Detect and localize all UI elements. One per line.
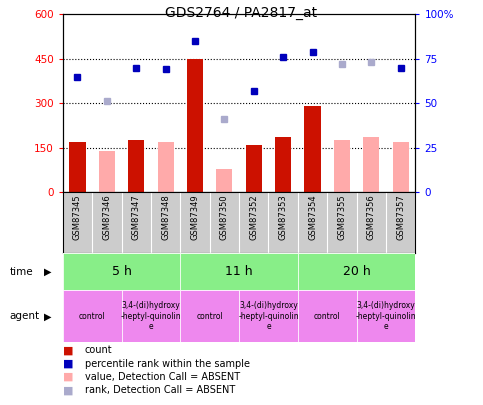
Text: 11 h: 11 h: [225, 265, 253, 278]
Bar: [70, 142, 85, 192]
Text: agent: agent: [10, 311, 40, 321]
Text: value, Detection Call = ABSENT: value, Detection Call = ABSENT: [85, 372, 240, 382]
Bar: [298, 290, 356, 342]
Bar: [239, 290, 298, 342]
Text: GSM87355: GSM87355: [338, 194, 346, 240]
Text: count: count: [85, 345, 112, 355]
Text: control: control: [196, 312, 223, 321]
Bar: [298, 253, 415, 290]
Text: GDS2764 / PA2817_at: GDS2764 / PA2817_at: [166, 6, 317, 20]
Text: GSM87356: GSM87356: [367, 194, 376, 240]
Bar: [334, 141, 350, 192]
Text: GSM87352: GSM87352: [249, 194, 258, 240]
Bar: [180, 253, 298, 290]
Bar: [157, 142, 174, 192]
Text: GSM87349: GSM87349: [190, 194, 199, 240]
Text: GSM87350: GSM87350: [220, 194, 229, 240]
Text: ▶: ▶: [43, 311, 51, 321]
Text: GSM87346: GSM87346: [102, 194, 112, 240]
Bar: [99, 151, 115, 192]
Bar: [187, 59, 203, 192]
Text: control: control: [314, 312, 341, 321]
Text: 3,4-(di)hydroxy
-heptyl-quinolin
e: 3,4-(di)hydroxy -heptyl-quinolin e: [355, 301, 416, 331]
Text: 5 h: 5 h: [112, 265, 131, 278]
Bar: [63, 253, 180, 290]
Text: ■: ■: [63, 359, 73, 369]
Text: 3,4-(di)hydroxy
-heptyl-quinolin
e: 3,4-(di)hydroxy -heptyl-quinolin e: [121, 301, 181, 331]
Text: GSM87357: GSM87357: [396, 194, 405, 240]
Text: ■: ■: [63, 372, 73, 382]
Text: GSM87345: GSM87345: [73, 194, 82, 240]
Text: 20 h: 20 h: [343, 265, 370, 278]
Bar: [216, 168, 232, 192]
Bar: [275, 137, 291, 192]
Bar: [180, 290, 239, 342]
Text: rank, Detection Call = ABSENT: rank, Detection Call = ABSENT: [85, 386, 235, 395]
Text: ▶: ▶: [43, 267, 51, 277]
Text: ■: ■: [63, 386, 73, 395]
Text: GSM87353: GSM87353: [279, 194, 288, 240]
Text: control: control: [79, 312, 106, 321]
Text: time: time: [10, 267, 33, 277]
Text: 3,4-(di)hydroxy
-heptyl-quinolin
e: 3,4-(di)hydroxy -heptyl-quinolin e: [238, 301, 299, 331]
Bar: [122, 290, 180, 342]
Bar: [393, 142, 409, 192]
Bar: [363, 137, 379, 192]
Text: GSM87348: GSM87348: [161, 194, 170, 240]
Text: ■: ■: [63, 345, 73, 355]
Bar: [246, 145, 262, 192]
Bar: [63, 290, 122, 342]
Bar: [356, 290, 415, 342]
Text: GSM87347: GSM87347: [132, 194, 141, 240]
Bar: [128, 141, 144, 192]
Text: percentile rank within the sample: percentile rank within the sample: [85, 359, 250, 369]
Bar: [304, 106, 321, 192]
Text: GSM87354: GSM87354: [308, 194, 317, 240]
